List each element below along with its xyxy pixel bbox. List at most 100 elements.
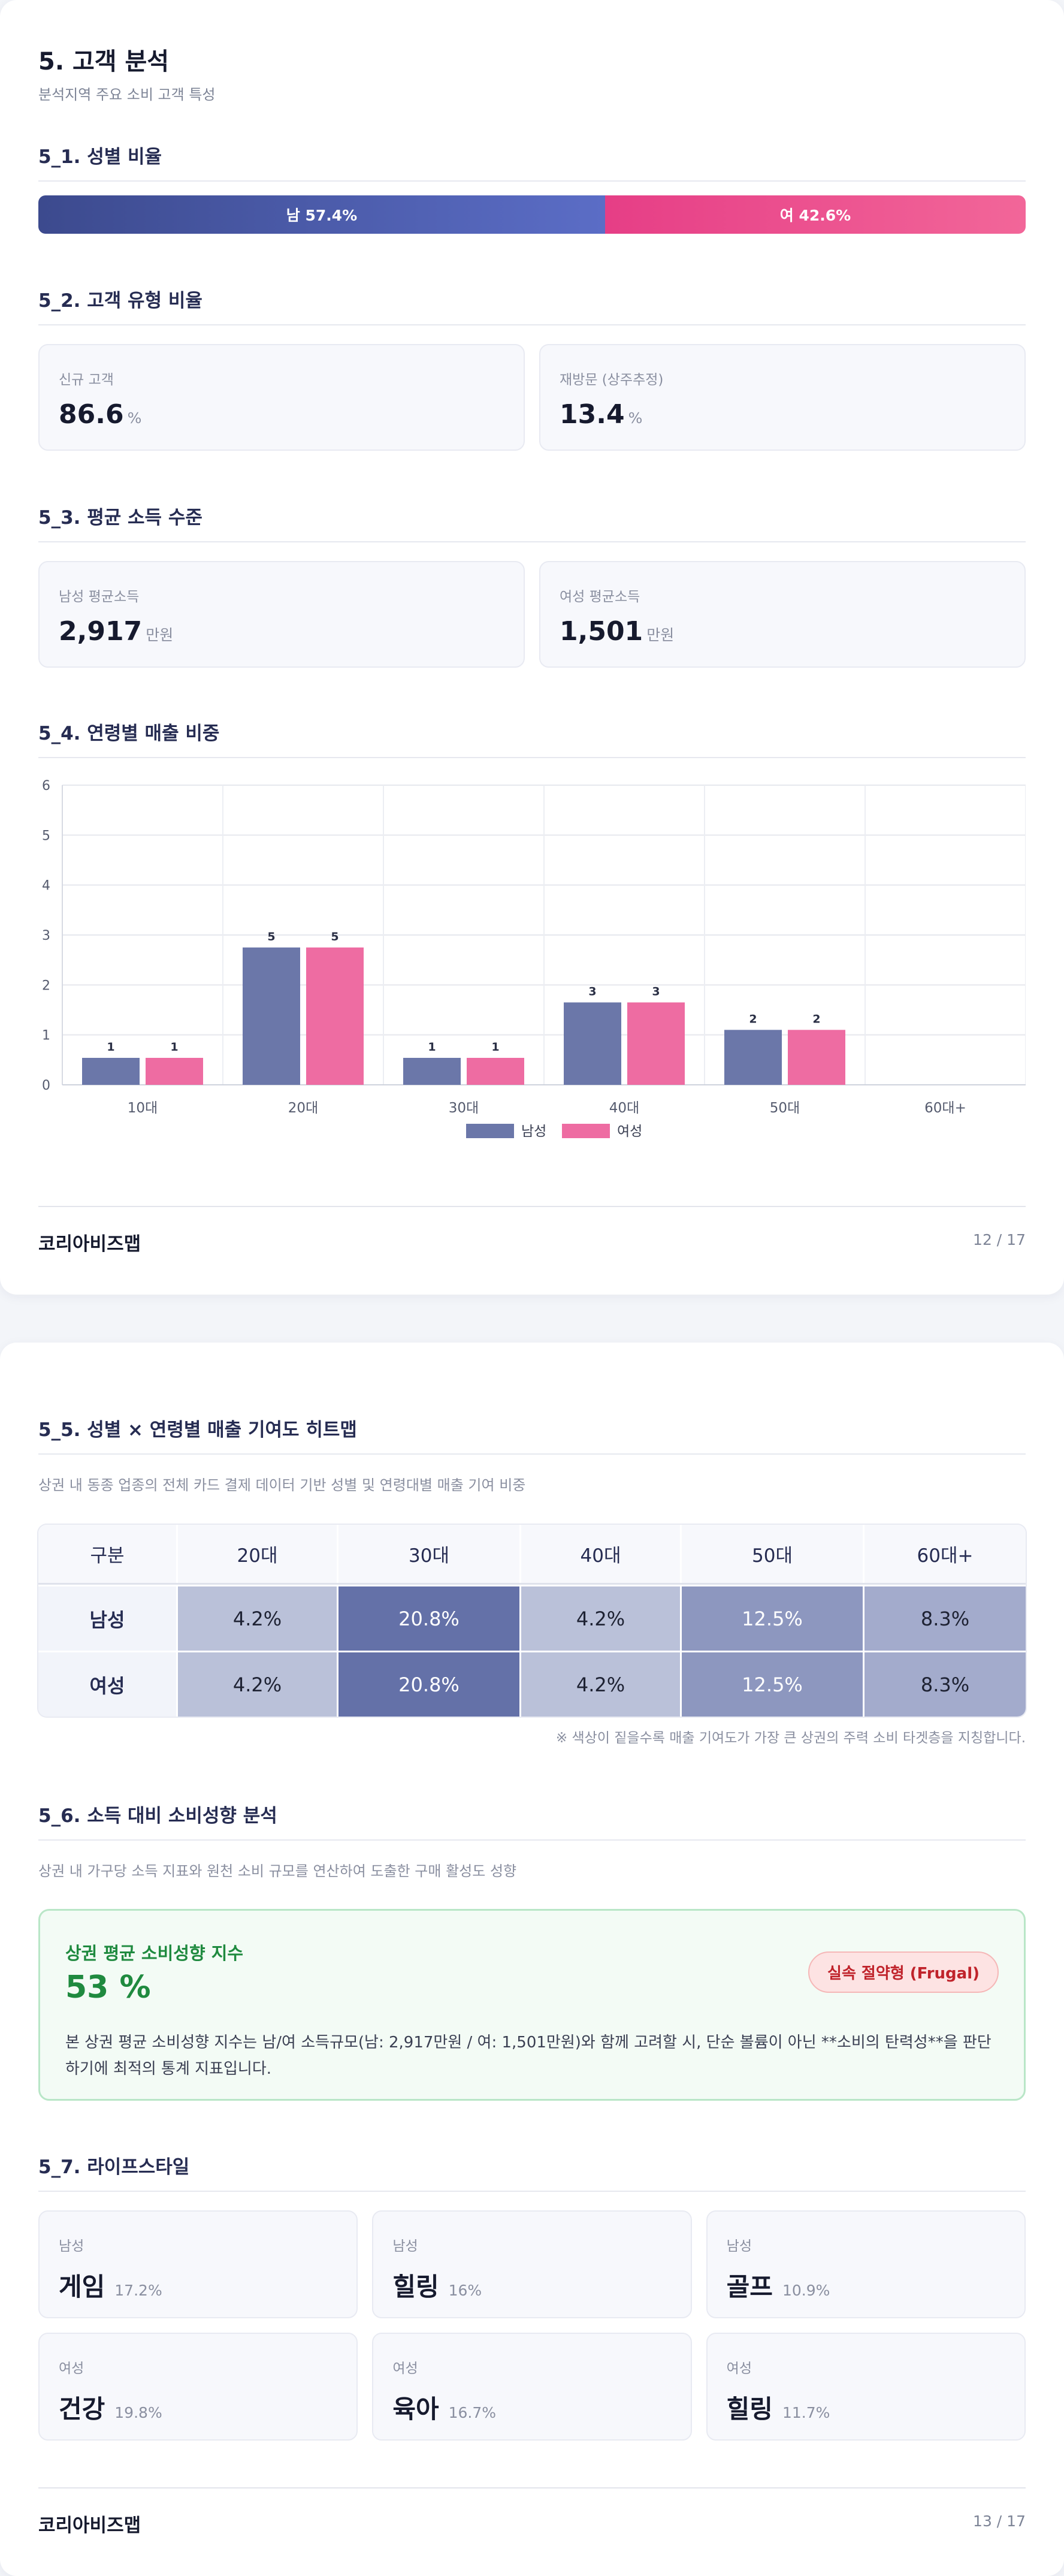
chart-data-label: 5 bbox=[331, 930, 338, 943]
report-page-13: 5_5. 성별 × 연령별 매출 기여도 히트맵 상권 내 동종 업종의 전체 … bbox=[0, 1343, 1064, 2576]
stat-card-new-customer: 신규 고객 86.6 % bbox=[38, 344, 525, 451]
lifestyle-percent: 19.8% bbox=[114, 2404, 162, 2421]
chart-x-tick-label: 10대 bbox=[128, 1100, 158, 1116]
spending-type-badge: 실속 절약형 (Frugal) bbox=[808, 1951, 999, 1993]
section-title-customer-type: 5_2. 고객 유형 비율 bbox=[38, 285, 1026, 325]
footer-page-number: 13 / 17 bbox=[973, 2512, 1026, 2530]
stat-unit: % bbox=[127, 409, 142, 427]
chart-bar bbox=[467, 1058, 524, 1085]
lifestyle-percent: 16.7% bbox=[448, 2404, 497, 2421]
lifestyle-gender: 남성 bbox=[726, 2239, 752, 2254]
heatmap-header-cell: 50대 bbox=[680, 1525, 863, 1583]
chart-x-tick-label: 60대+ bbox=[924, 1100, 966, 1116]
lifestyle-name: 게임 bbox=[59, 2272, 105, 2301]
chart-bar bbox=[564, 1002, 621, 1085]
lifestyle-gender: 남성 bbox=[59, 2239, 84, 2254]
gender-age-heatmap: 구분 20대 30대 40대 50대 60대+ 남성 4.2% 20.8% 4.… bbox=[38, 1525, 1026, 1717]
heatmap-row-female: 여성 4.2% 20.8% 4.2% 12.5% 8.3% bbox=[38, 1651, 1026, 1717]
spending-index-card: 상권 평균 소비성향 지수 53 % 실속 절약형 (Frugal) 본 상권 … bbox=[38, 1909, 1026, 2101]
heatmap-cell: 20.8% bbox=[337, 1652, 519, 1717]
stat-value: 86.6 bbox=[59, 399, 124, 430]
stat-label: 재방문 (상주추정) bbox=[560, 372, 664, 388]
heatmap-note: ※ 색상이 짙을수록 매출 기여도가 가장 큰 상권의 주력 소비 타겟층을 지… bbox=[555, 1730, 1026, 1746]
heatmap-header-row: 구분 20대 30대 40대 50대 60대+ bbox=[38, 1525, 1026, 1585]
chart-x-tick-label: 50대 bbox=[770, 1100, 800, 1116]
stat-value: 1,501 bbox=[560, 616, 643, 647]
heatmap-header-cell: 40대 bbox=[519, 1525, 680, 1583]
footer-divider bbox=[38, 2487, 1026, 2488]
chart-bar bbox=[306, 947, 364, 1085]
section-title-spending: 5_6. 소득 대비 소비성향 분석 bbox=[38, 1800, 1026, 1841]
lifestyle-grid: 남성 게임 17.2% 남성 힐링 16% 남성 골프 10.9% 여성 건강 19.8… bbox=[38, 2210, 1026, 2441]
chart-data-label: 1 bbox=[107, 1040, 114, 1054]
heatmap-cell: 12.5% bbox=[680, 1652, 863, 1717]
gender-bar-male: 남 57.4% bbox=[38, 195, 605, 234]
lifestyle-name: 골프 bbox=[726, 2272, 773, 2301]
lifestyle-card: 남성 힐링 16% bbox=[372, 2210, 692, 2318]
footer-divider bbox=[38, 1206, 1026, 1207]
chart-data-label: 3 bbox=[652, 985, 660, 999]
chart-bar bbox=[627, 1002, 685, 1085]
chart-legend-swatch bbox=[562, 1124, 610, 1138]
lifestyle-name: 건강 bbox=[59, 2394, 105, 2424]
lifestyle-name: 힐링 bbox=[392, 2272, 439, 2301]
chart-x-tick-label: 20대 bbox=[288, 1100, 318, 1116]
stat-card-returning-customer: 재방문 (상주추정) 13.4 % bbox=[539, 344, 1026, 451]
chart-data-label: 1 bbox=[428, 1040, 436, 1054]
lifestyle-card: 여성 건강 19.8% bbox=[38, 2333, 358, 2441]
chart-data-label: 5 bbox=[267, 930, 275, 943]
gender-ratio-bar: 남 57.4% 여 42.6% bbox=[38, 195, 1026, 234]
chart-y-tick-label: 5 bbox=[42, 828, 50, 843]
chart-y-tick-label: 4 bbox=[42, 879, 50, 894]
chart-y-tick-label: 6 bbox=[42, 779, 50, 794]
section-title-income: 5_3. 평균 소득 수준 bbox=[38, 502, 1026, 542]
age-sales-bar-chart: 0 1 2 3 4 5 6 1 1 10대 5 5 20대 1 1 30대 3 3 40대 2 2 50대 60대+ 남성 여성 bbox=[42, 779, 1026, 1139]
section-desc-heatmap: 상권 내 동종 업종의 전체 카드 결제 데이터 기반 성별 및 연령대별 매출… bbox=[38, 1477, 526, 1494]
chart-y-tick-label: 1 bbox=[42, 1028, 50, 1043]
income-cards: 남성 평균소득 2,917 만원 여성 평균소득 1,501 만원 bbox=[38, 561, 1026, 668]
heatmap-row-label: 여성 bbox=[38, 1652, 176, 1717]
footer-brand: 코리아비즈맵 bbox=[38, 2515, 141, 2536]
heatmap-cell: 20.8% bbox=[337, 1586, 519, 1651]
heatmap-cell: 12.5% bbox=[680, 1586, 863, 1651]
stat-unit: 만원 bbox=[146, 626, 174, 644]
chart-bar bbox=[243, 947, 300, 1085]
spending-card-title: 상권 평균 소비성향 지수 bbox=[65, 1943, 244, 1963]
heatmap-row-label: 남성 bbox=[38, 1586, 176, 1651]
lifestyle-gender: 여성 bbox=[726, 2361, 752, 2376]
chart-bar bbox=[403, 1058, 461, 1085]
lifestyle-gender: 여성 bbox=[392, 2361, 418, 2376]
stat-label: 여성 평균소득 bbox=[560, 589, 640, 605]
chart-x-tick-label: 30대 bbox=[449, 1100, 479, 1116]
customer-type-cards: 신규 고객 86.6 % 재방문 (상주추정) 13.4 % bbox=[38, 344, 1026, 451]
heatmap-header-cell: 20대 bbox=[176, 1525, 337, 1583]
lifestyle-name: 육아 bbox=[392, 2394, 439, 2424]
chart-data-label: 2 bbox=[812, 1012, 820, 1025]
stat-value: 2,917 bbox=[59, 616, 143, 647]
footer-page-number: 12 / 17 bbox=[973, 1231, 1026, 1248]
stat-unit: % bbox=[628, 409, 643, 427]
heatmap-cell: 8.3% bbox=[863, 1586, 1026, 1651]
chart-legend-swatch bbox=[466, 1124, 514, 1138]
stat-card-male-income: 남성 평균소득 2,917 만원 bbox=[38, 561, 525, 668]
chart-y-tick-label: 3 bbox=[42, 928, 50, 943]
stat-label: 남성 평균소득 bbox=[59, 589, 140, 605]
heatmap-header-cell: 60대+ bbox=[863, 1525, 1026, 1583]
chart-bar bbox=[146, 1058, 203, 1085]
lifestyle-gender: 남성 bbox=[392, 2239, 418, 2254]
stat-card-female-income: 여성 평균소득 1,501 만원 bbox=[539, 561, 1026, 668]
chart-data-label: 3 bbox=[588, 985, 596, 999]
footer-brand: 코리아비즈맵 bbox=[38, 1233, 141, 1255]
chart-x-tick-label: 40대 bbox=[609, 1100, 639, 1116]
stat-value: 13.4 bbox=[560, 399, 625, 430]
section-title-lifestyle: 5_7. 라이프스타일 bbox=[38, 2152, 1026, 2192]
page-title: 5. 고객 분석 bbox=[38, 48, 170, 76]
heatmap-cell: 4.2% bbox=[176, 1586, 337, 1651]
lifestyle-percent: 10.9% bbox=[782, 2282, 830, 2299]
spending-index-value: 53 % bbox=[65, 1969, 151, 2005]
lifestyle-percent: 17.2% bbox=[114, 2282, 162, 2299]
chart-data-label: 1 bbox=[170, 1040, 178, 1054]
heatmap-header-cell: 30대 bbox=[337, 1525, 519, 1583]
stat-label: 신규 고객 bbox=[59, 372, 114, 388]
chart-bar bbox=[788, 1030, 845, 1085]
